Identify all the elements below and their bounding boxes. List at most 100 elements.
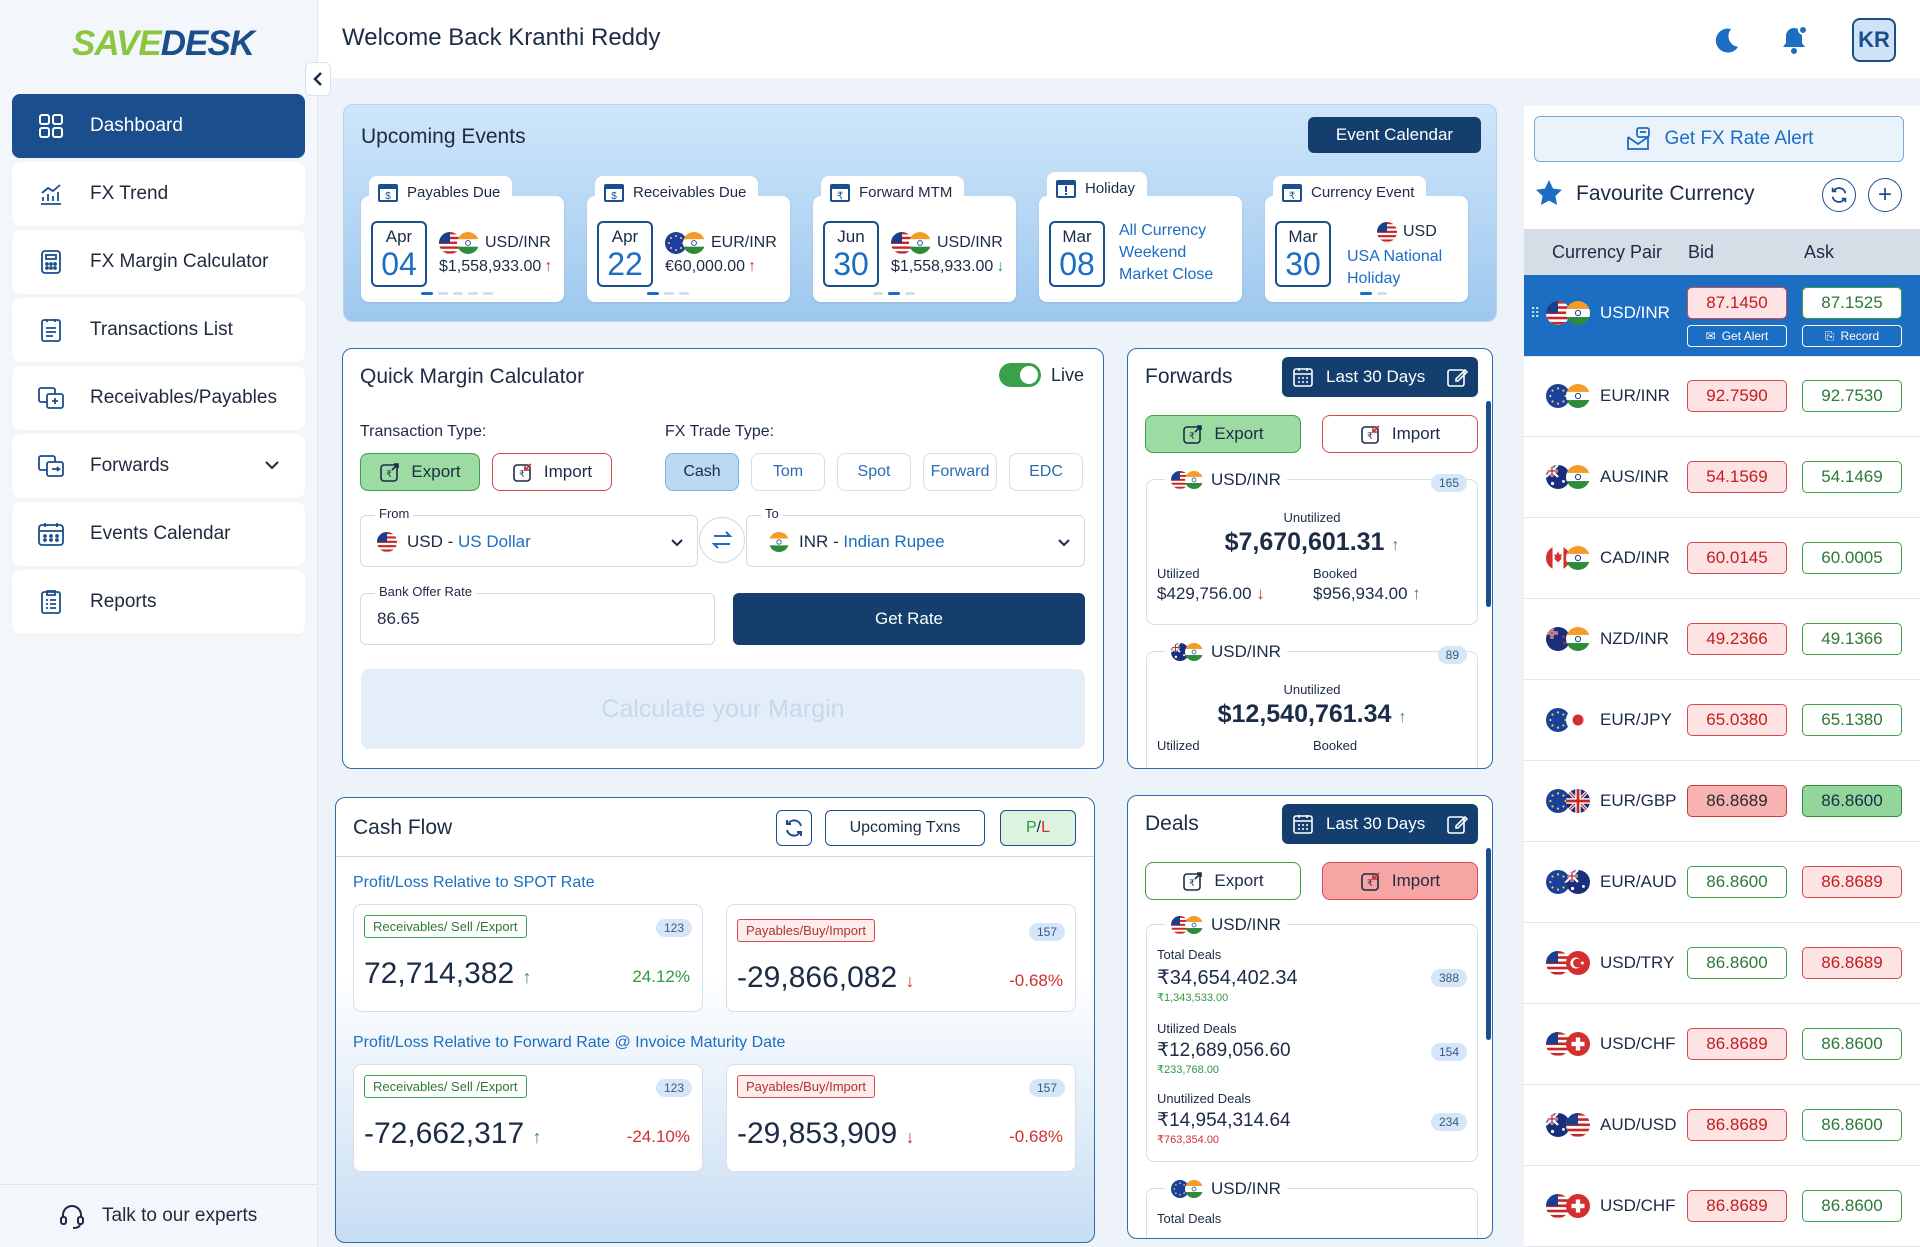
spot-payables-card[interactable]: Payables/Buy/Import 157 -29,866,082 ↓ -0… [726, 904, 1076, 1012]
bid-rate[interactable]: 54.1569 [1687, 461, 1787, 493]
moon-icon[interactable] [1706, 20, 1746, 60]
currency-row[interactable]: AUS/INR 54.1569 54.1469 [1524, 437, 1920, 518]
ask-rate[interactable]: 86.8689 [1802, 866, 1902, 898]
event-card-receivables[interactable]: $ Receivables Due Apr 22 EUR/INR €60,000.0… [587, 176, 790, 302]
currency-row[interactable]: USD/TRY 86.8600 86.8689 [1524, 923, 1920, 1004]
carousel-dots[interactable] [647, 292, 689, 295]
bid-rate[interactable]: 60.0145 [1687, 542, 1787, 574]
trade-type-tom[interactable]: Tom [751, 453, 825, 491]
sidebar-item-fx-trend[interactable]: FX Trend [12, 162, 305, 226]
get-rate-button[interactable]: Get Rate [733, 593, 1085, 645]
currency-row[interactable]: AUD/USD 86.8689 86.8600 [1524, 1085, 1920, 1166]
ask-rate[interactable]: 65.1380 [1802, 704, 1902, 736]
ask-rate[interactable]: 54.1469 [1802, 461, 1902, 493]
deal-card[interactable]: USD/INR Total Deals [1146, 1179, 1478, 1238]
currency-row[interactable]: EUR/GBP 86.8689 86.8600 [1524, 761, 1920, 842]
scrollbar[interactable] [1486, 401, 1491, 607]
event-calendar-button[interactable]: Event Calendar [1308, 117, 1481, 153]
drag-handle-icon[interactable]: ⠿ [1530, 305, 1541, 321]
ask-rate[interactable]: 60.0005 [1802, 542, 1902, 574]
deals-import-button[interactable]: ₹ Import [1322, 862, 1478, 900]
event-card-currency-event[interactable]: ₹ Currency Event Mar 30 USD USA National H… [1265, 176, 1468, 302]
event-card-payables[interactable]: $ Payables Due Apr 04 USD/INR $1,558,933.0… [361, 176, 564, 302]
spot-receivables-card[interactable]: Receivables/ Sell /Export 123 72,714,382… [353, 904, 703, 1012]
forwards-date-range-button[interactable]: Last 30 Days [1282, 357, 1478, 397]
avatar[interactable]: KR [1852, 18, 1896, 62]
collapse-sidebar-button[interactable] [305, 62, 331, 96]
currency-row[interactable]: EUR/AUD 86.8600 86.8689 [1524, 842, 1920, 923]
from-currency-select[interactable]: From USD - US Dollar [360, 506, 698, 567]
ask-rate[interactable]: 86.8600 [1802, 1028, 1902, 1060]
ask-rate[interactable]: 49.1366 [1802, 623, 1902, 655]
currency-row[interactable]: USD/CHF 86.8689 86.8600 [1524, 1166, 1920, 1247]
currency-row[interactable]: CAD/INR 60.0145 60.0005 [1524, 518, 1920, 599]
currency-row[interactable]: EUR/JPY 65.0380 65.1380 [1524, 680, 1920, 761]
trade-type-forward[interactable]: Forward [923, 453, 997, 491]
ask-rate[interactable]: 86.8689 [1802, 947, 1902, 979]
forwards-export-button[interactable]: ₹ Export [1145, 415, 1301, 453]
deal-card[interactable]: USD/INR Total Deals ₹34,654,402.34 ₹1,34… [1146, 915, 1478, 1162]
sidebar-item-receivables-payables[interactable]: Receivables/Payables [12, 366, 305, 430]
bid-rate[interactable]: 86.8600 [1687, 947, 1787, 979]
ask-rate[interactable]: 87.1525 [1802, 287, 1902, 319]
carousel-dots[interactable] [873, 292, 915, 295]
bid-rate[interactable]: 86.8689 [1687, 785, 1787, 817]
get-alert-button[interactable]: ✉ Get Alert [1687, 325, 1787, 347]
trade-type-edc[interactable]: EDC [1009, 453, 1083, 491]
forwards-import-button[interactable]: ₹ Import [1322, 415, 1478, 453]
refresh-rates-button[interactable] [1822, 178, 1856, 212]
currency-row[interactable]: USD/CHF 86.8689 86.8600 [1524, 1004, 1920, 1085]
ask-rate[interactable]: 86.8600 [1802, 1109, 1902, 1141]
trade-type-spot[interactable]: Spot [837, 453, 911, 491]
add-currency-button[interactable]: + [1868, 178, 1902, 212]
sidebar-item-fx-margin-calculator[interactable]: FX Margin Calculator [12, 230, 305, 294]
bid-rate[interactable]: 86.8689 [1687, 1190, 1787, 1222]
currency-row[interactable]: ⠿ USD/INR 87.1450 87.1525 ✉ Get Alert ⎘ Record [1524, 275, 1920, 357]
ask-rate[interactable]: 86.8600 [1802, 1190, 1902, 1222]
sidebar-item-transactions-list[interactable]: Transactions List [12, 298, 305, 362]
forward-receivables-card[interactable]: Receivables/ Sell /Export 123 -72,662,31… [353, 1064, 703, 1172]
calculate-margin-button[interactable]: Calculate your Margin [361, 669, 1085, 749]
bell-icon[interactable] [1774, 20, 1814, 60]
chevron-down-icon[interactable] [263, 456, 281, 474]
ask-rate[interactable]: 92.7530 [1802, 380, 1902, 412]
carousel-dots[interactable] [421, 292, 493, 295]
bid-rate[interactable]: 86.8689 [1687, 1109, 1787, 1141]
bid-rate[interactable]: 86.8600 [1687, 866, 1787, 898]
forward-card[interactable]: USD/INR 165 Unutilized $7,670,601.31 ↑ U… [1146, 470, 1478, 625]
forward-payables-card[interactable]: Payables/Buy/Import 157 -29,853,909 ↓ -0… [726, 1064, 1076, 1172]
currency-row[interactable]: NZD/INR 49.2366 49.1366 [1524, 599, 1920, 680]
export-button[interactable]: ₹ Export [360, 453, 480, 491]
bid-rate[interactable]: 65.0380 [1687, 704, 1787, 736]
event-card-forward-mtm[interactable]: ₹ Forward MTM Jun 30 USD/INR $1,558,933.00… [813, 176, 1016, 302]
sidebar-item-reports[interactable]: Reports [12, 570, 305, 634]
forward-card[interactable]: USD/INR 89 Unutilized $12,540,761.34 ↑ U… [1146, 642, 1478, 768]
deals-export-button[interactable]: ₹ Export [1145, 862, 1301, 900]
record-button[interactable]: ⎘ Record [1802, 325, 1902, 347]
currency-row[interactable]: EUR/INR 92.7590 92.7530 [1524, 356, 1920, 437]
upcoming-txns-button[interactable]: Upcoming Txns [825, 810, 985, 846]
bid-rate[interactable]: 87.1450 [1687, 287, 1787, 319]
import-button[interactable]: ₹ Import [492, 453, 612, 491]
deals-date-range-button[interactable]: Last 30 Days [1282, 804, 1478, 844]
bid-rate[interactable]: 86.8689 [1687, 1028, 1787, 1060]
live-toggle[interactable] [999, 363, 1041, 387]
swap-currency-button[interactable] [699, 517, 745, 563]
carousel-dots[interactable] [1360, 292, 1387, 295]
get-fx-rate-alert-button[interactable]: Get FX Rate Alert [1534, 116, 1904, 162]
pl-toggle-button[interactable]: P / L [1000, 810, 1076, 846]
scrollbar[interactable] [1486, 848, 1491, 1040]
talk-to-experts[interactable]: Talk to our experts [0, 1184, 318, 1247]
bank-offer-rate-input[interactable]: Bank Offer Rate 86.65 [360, 584, 715, 645]
savedesk-logo[interactable]: SAVEDESK [72, 24, 255, 63]
bid-rate[interactable]: 92.7590 [1687, 380, 1787, 412]
event-card-holiday[interactable]: Holiday Mar 08 All Currency Weekend Marke… [1039, 172, 1242, 302]
ask-rate[interactable]: 86.8600 [1802, 785, 1902, 817]
bid-rate[interactable]: 49.2366 [1687, 623, 1787, 655]
to-currency-select[interactable]: To INR - Indian Rupee [746, 506, 1085, 567]
sidebar-item-forwards[interactable]: Forwards [12, 434, 305, 498]
sidebar-item-dashboard[interactable]: Dashboard [12, 94, 305, 158]
trade-type-cash[interactable]: Cash [665, 453, 739, 491]
sidebar-item-events-calendar[interactable]: Events Calendar [12, 502, 305, 566]
refresh-button[interactable] [776, 810, 812, 846]
